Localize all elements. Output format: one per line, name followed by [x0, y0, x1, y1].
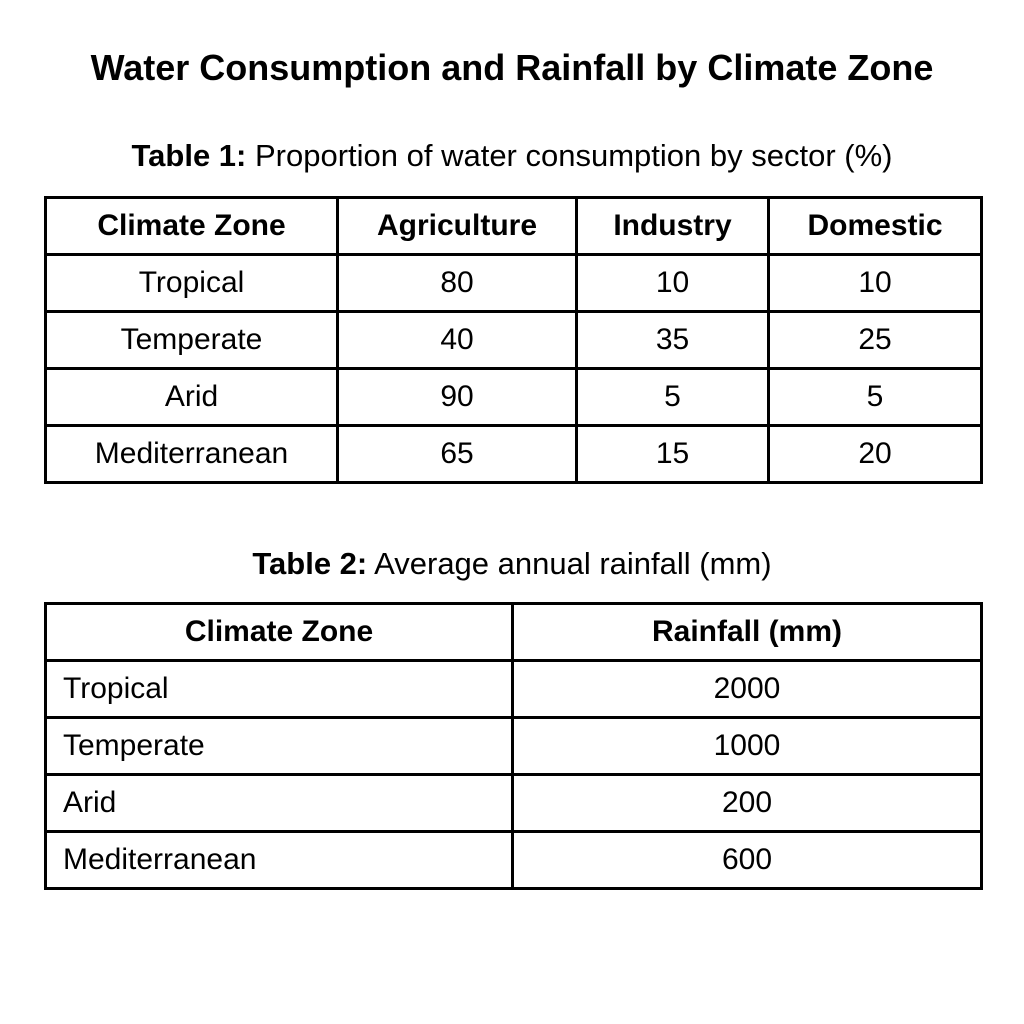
table-row: Tropical 80 10 10: [44, 253, 983, 313]
agriculture-cell: 90: [336, 367, 578, 427]
table2-caption-text: Average annual rainfall (mm): [367, 546, 772, 581]
domestic-cell: 10: [767, 253, 983, 313]
table2-caption-label: Table 2:: [252, 546, 368, 581]
column-header: Climate Zone: [44, 196, 339, 256]
zone-cell: Temperate: [44, 310, 339, 370]
industry-cell: 5: [575, 367, 770, 427]
domestic-cell: 20: [767, 424, 983, 484]
table-header-row: Climate Zone Rainfall (mm): [44, 602, 983, 662]
table1-caption-label: Table 1:: [131, 138, 247, 173]
agriculture-cell: 65: [336, 424, 578, 484]
table-row: Arid 200: [44, 773, 983, 833]
zone-cell: Mediterranean: [44, 830, 514, 890]
zone-cell: Temperate: [44, 716, 514, 776]
table-row: Temperate 40 35 25: [44, 310, 983, 370]
table-header-row: Climate Zone Agriculture Industry Domest…: [44, 196, 983, 256]
zone-cell: Arid: [44, 367, 339, 427]
table-row: Temperate 1000: [44, 716, 983, 776]
page-title: Water Consumption and Rainfall by Climat…: [90, 47, 934, 88]
rainfall-cell: 1000: [511, 716, 983, 776]
domestic-cell: 25: [767, 310, 983, 370]
zone-cell: Mediterranean: [44, 424, 339, 484]
zone-cell: Tropical: [44, 659, 514, 719]
rainfall-cell: 2000: [511, 659, 983, 719]
table1-caption: Table 1: Proportion of water consumption…: [0, 136, 1024, 176]
water-consumption-table: Climate Zone Agriculture Industry Domest…: [44, 196, 983, 484]
column-header: Rainfall (mm): [511, 602, 983, 662]
table-row: Mediterranean 600: [44, 830, 983, 890]
rainfall-cell: 600: [511, 830, 983, 890]
agriculture-cell: 40: [336, 310, 578, 370]
table2-caption: Table 2: Average annual rainfall (mm): [0, 544, 1024, 584]
zone-cell: Tropical: [44, 253, 339, 313]
zone-cell: Arid: [44, 773, 514, 833]
table-row: Tropical 2000: [44, 659, 983, 719]
column-header: Domestic: [767, 196, 983, 256]
column-header: Climate Zone: [44, 602, 514, 662]
rainfall-cell: 200: [511, 773, 983, 833]
industry-cell: 10: [575, 253, 770, 313]
column-header: Agriculture: [336, 196, 578, 256]
industry-cell: 15: [575, 424, 770, 484]
agriculture-cell: 80: [336, 253, 578, 313]
table1-caption-text: Proportion of water consumption by secto…: [246, 138, 893, 173]
domestic-cell: 5: [767, 367, 983, 427]
table-row: Mediterranean 65 15 20: [44, 424, 983, 484]
industry-cell: 35: [575, 310, 770, 370]
table-row: Arid 90 5 5: [44, 367, 983, 427]
column-header: Industry: [575, 196, 770, 256]
rainfall-table: Climate Zone Rainfall (mm) Tropical 2000…: [44, 602, 983, 890]
